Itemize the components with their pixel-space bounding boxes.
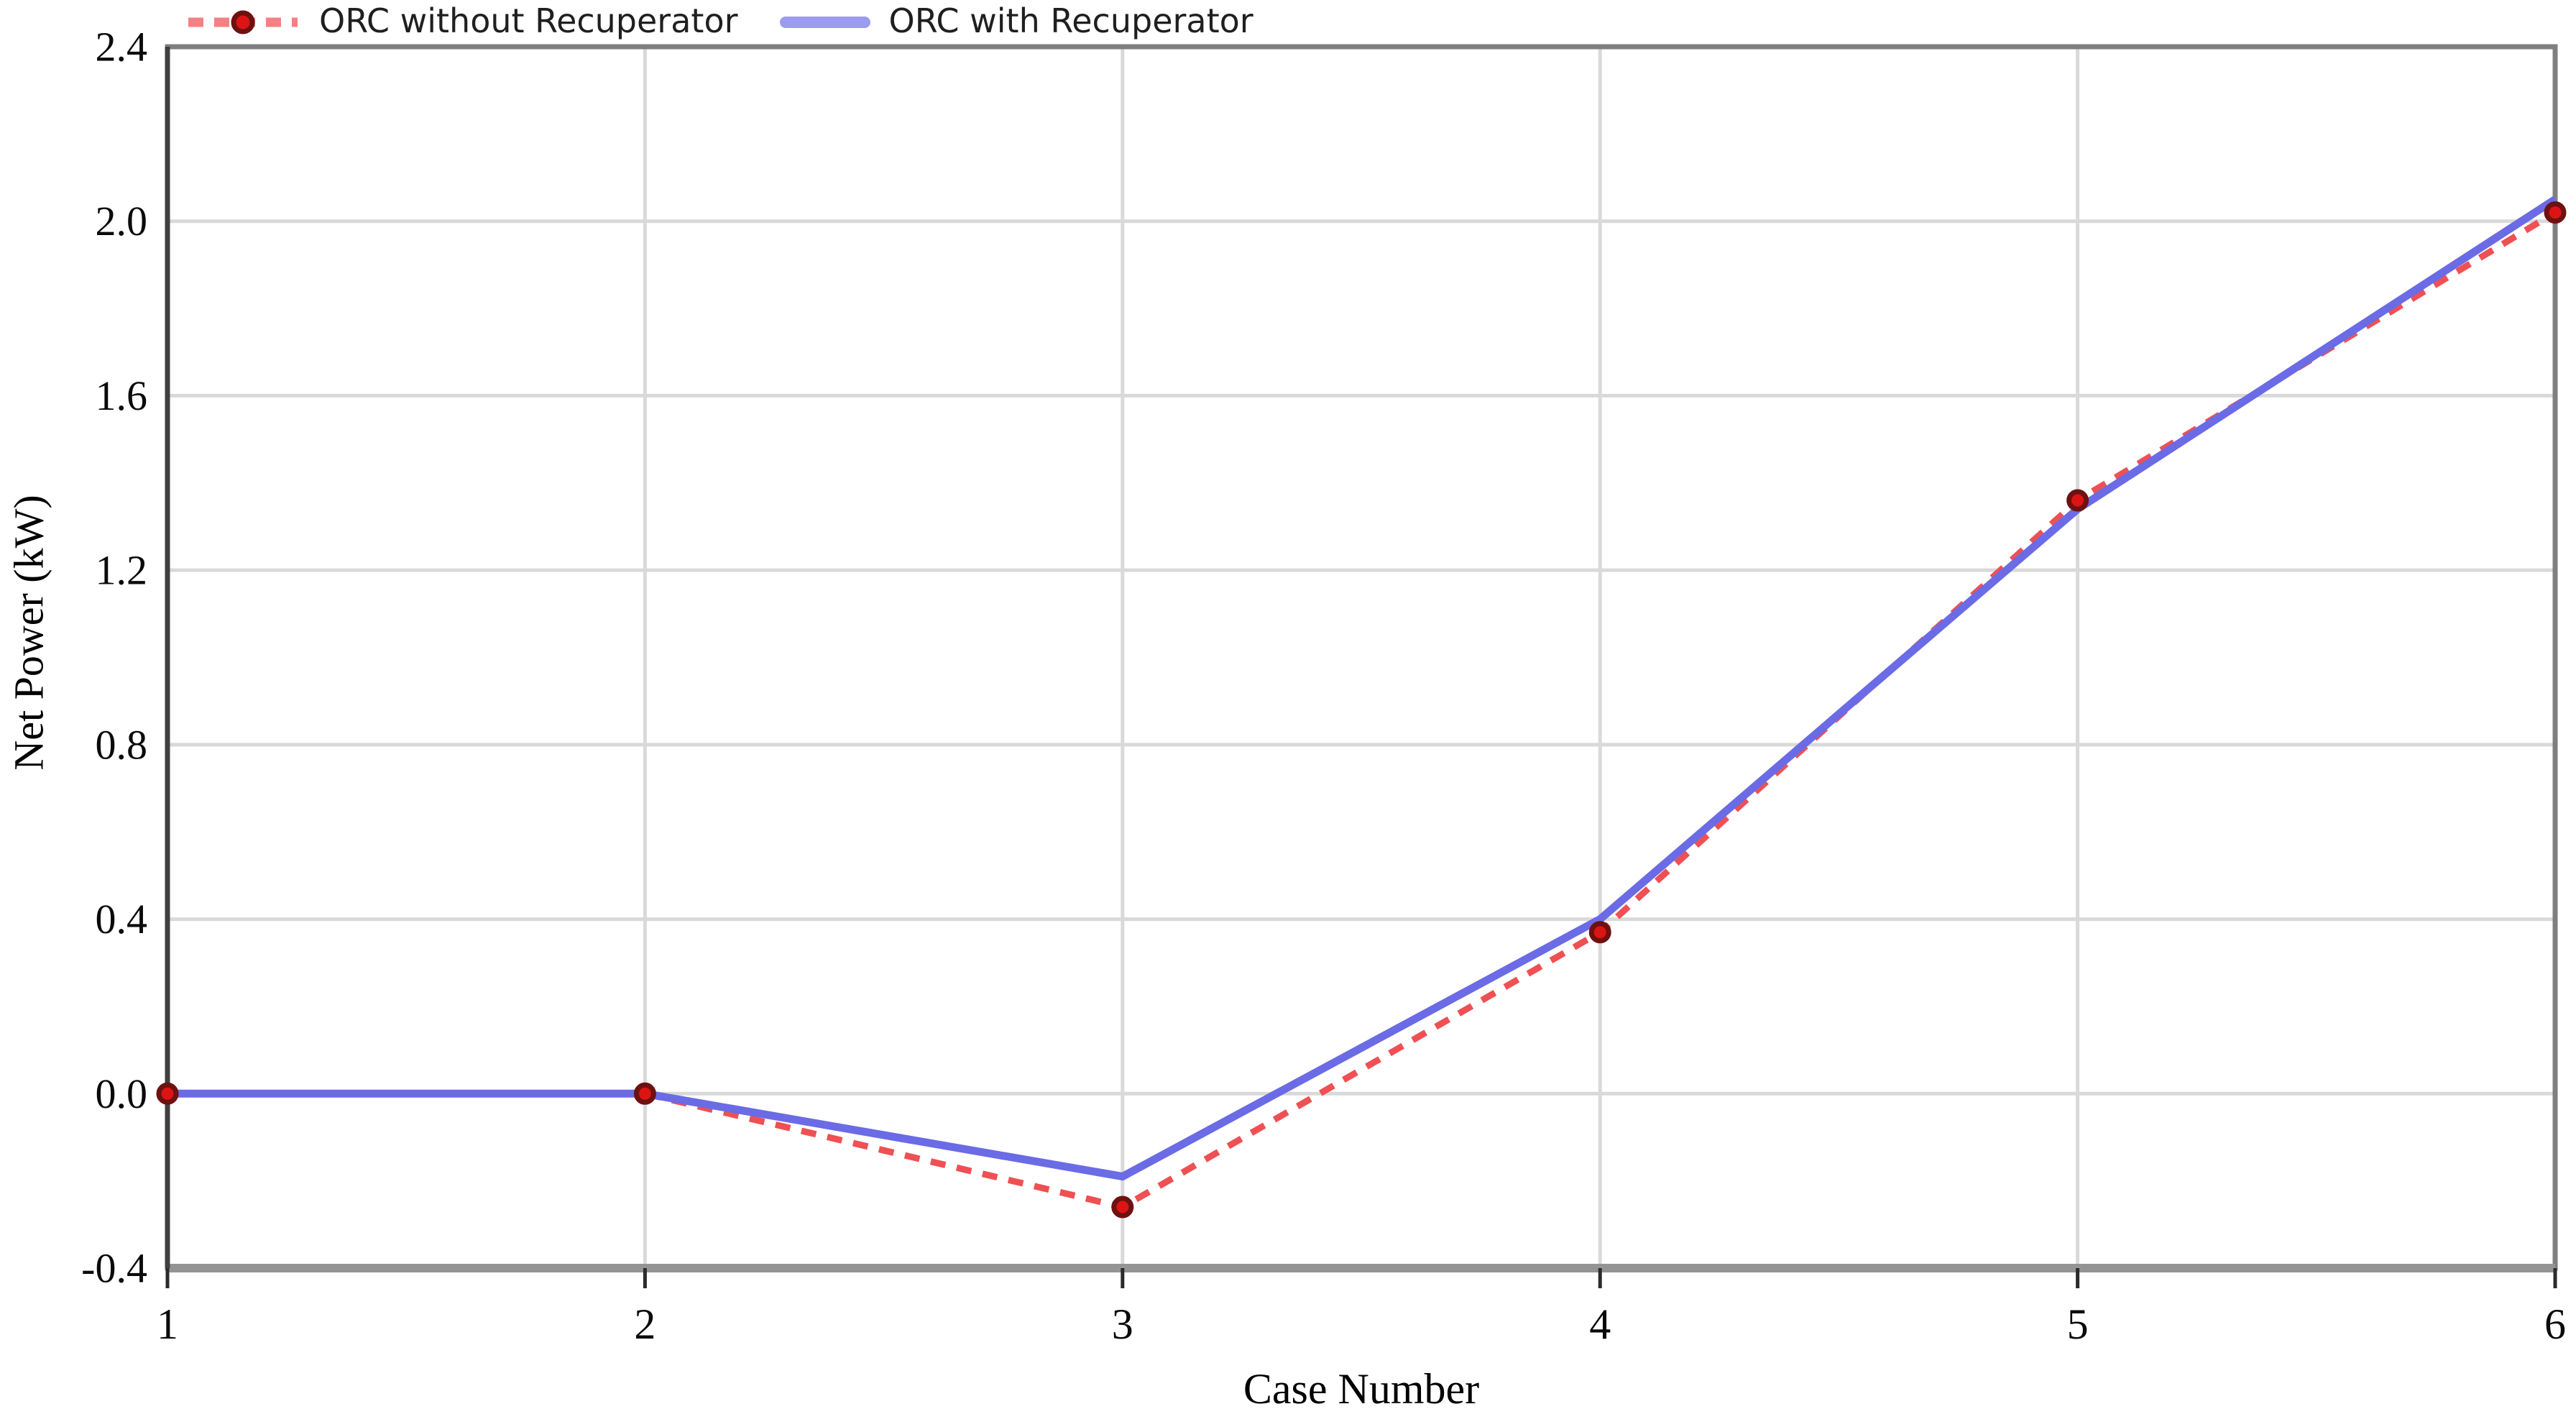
series-line-with-recuperator xyxy=(167,196,2557,1181)
data-point-marker xyxy=(1111,1196,1134,1219)
data-point-marker xyxy=(156,1082,179,1105)
data-point-marker xyxy=(2544,201,2567,224)
x-tick-label: 1 xyxy=(157,1300,178,1348)
plot-border xyxy=(165,44,2558,1271)
series-line-without-recuperator xyxy=(167,209,2557,1211)
y-tick-label: -0.4 xyxy=(81,1245,147,1292)
legend-label-with-recuperator: ORC with Recuperator xyxy=(888,1,1254,40)
data-point-marker xyxy=(2066,489,2089,512)
legend-item-with-recuperator: ORC with Recuperator xyxy=(779,1,1254,40)
dashed-line-swatch-icon xyxy=(188,10,298,35)
y-tick-label: 1.2 xyxy=(96,547,148,594)
x-axis-title: Case Number xyxy=(1243,1365,1480,1413)
y-tick-label: 0.0 xyxy=(96,1070,148,1117)
x-tick-label: 6 xyxy=(2544,1300,2566,1348)
legend-label-without-recuperator: ORC without Recuperator xyxy=(319,1,738,40)
legend-item-without-recuperator: ORC without Recuperator xyxy=(185,1,738,40)
data-point-marker xyxy=(633,1082,656,1105)
data-point-marker xyxy=(1588,921,1611,944)
chart-legend: ORC without Recuperator ORC with Recuper… xyxy=(185,1,1254,40)
y-tick-label: 1.6 xyxy=(96,372,148,419)
y-tick-label: 0.8 xyxy=(96,721,148,768)
x-tick-label: 2 xyxy=(634,1300,656,1348)
x-tick-label: 5 xyxy=(2067,1300,2089,1348)
x-tick-label: 3 xyxy=(1112,1300,1133,1348)
y-tick-label: 2.4 xyxy=(96,24,148,70)
solid-line-swatch-icon xyxy=(779,17,870,28)
y-tick-label: 2.0 xyxy=(96,198,148,244)
y-axis-title: Net Power (kW) xyxy=(5,495,52,771)
y-tick-label: 0.4 xyxy=(96,896,148,942)
x-tick-label: 4 xyxy=(1589,1300,1611,1348)
